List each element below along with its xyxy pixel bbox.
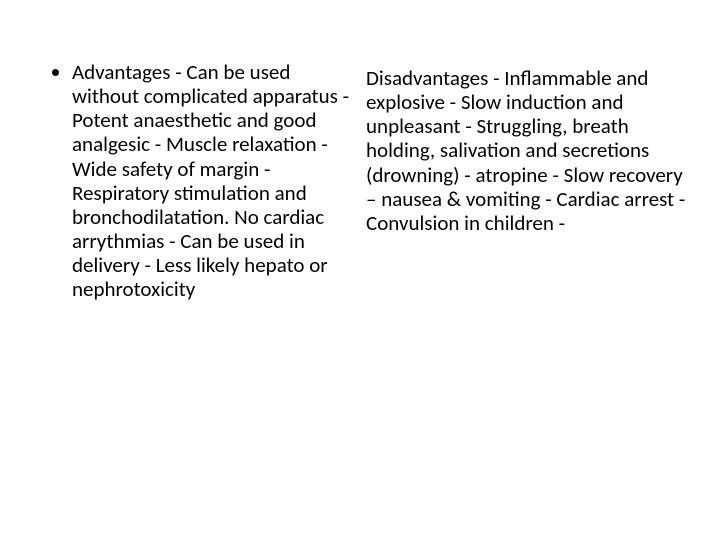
advantages-list: Advantages - Can be used without complic…: [30, 60, 354, 301]
advantages-text: Advantages - Can be used without complic…: [72, 59, 349, 302]
slide: Advantages - Can be used without complic…: [0, 0, 720, 540]
two-column-layout: Advantages - Can be used without complic…: [30, 60, 690, 301]
left-column: Advantages - Can be used without complic…: [30, 60, 354, 301]
right-column: Disadvantages - Inflammable and explosiv…: [364, 60, 690, 301]
disadvantages-text: Disadvantages - Inflammable and explosiv…: [366, 65, 685, 236]
advantages-item: Advantages - Can be used without complic…: [72, 60, 354, 301]
